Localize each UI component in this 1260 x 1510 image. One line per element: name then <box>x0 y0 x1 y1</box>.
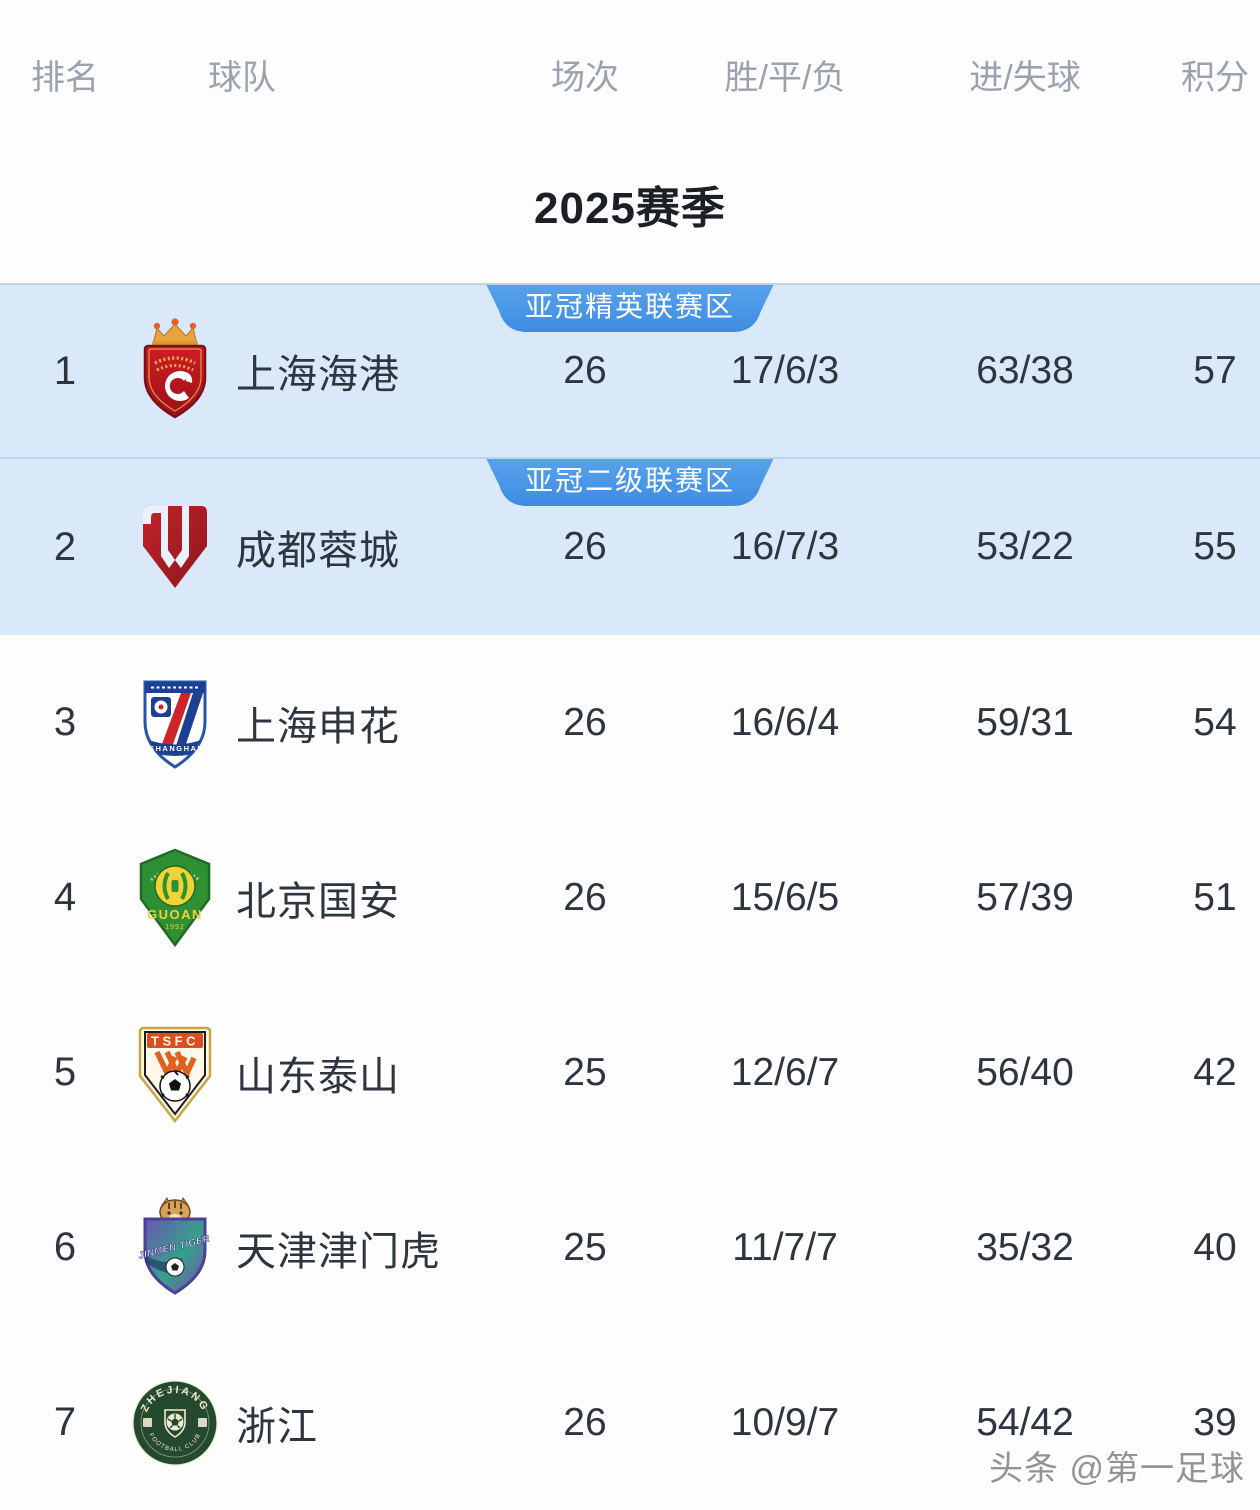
svg-text:1992: 1992 <box>165 924 185 931</box>
shanghai-shenhua-logo: SHANGHAI <box>130 669 220 777</box>
rank-value: 4 <box>53 875 77 919</box>
wdl-value: 15/6/5 <box>730 875 840 919</box>
wdl-value: 17/6/3 <box>730 349 840 392</box>
team-name: 山东泰山 <box>236 1054 400 1099</box>
season-title: 2025赛季 <box>534 184 726 233</box>
goals-value: 54/42 <box>976 1400 1074 1444</box>
points-value: 51 <box>1193 875 1237 919</box>
zone-badge-ribbon-icon <box>486 285 774 332</box>
table-row[interactable]: 1 <box>0 285 1260 457</box>
points-value: 54 <box>1193 700 1237 744</box>
zone-label: 亚冠精英联赛区 <box>524 291 735 322</box>
matches-value: 25 <box>563 1050 607 1094</box>
wdl-value: 16/6/4 <box>730 700 840 744</box>
wdl-value: 10/9/7 <box>730 1400 840 1444</box>
header-team: 球队 <box>208 58 276 97</box>
rank-value: 7 <box>53 1400 77 1444</box>
acl-elite-zone-section: 亚冠精英联赛区 1 <box>0 283 1260 457</box>
wdl-value: 12/6/7 <box>730 1050 840 1094</box>
table-row[interactable]: 7 ZHEJIANG FOOTBALL CLUB <box>0 1335 1260 1510</box>
team-cell: ZHEJIANG FOOTBALL CLUB 浙江 <box>130 1369 480 1477</box>
wdl-value: 16/7/3 <box>730 525 840 568</box>
matches-value: 26 <box>563 700 607 744</box>
goals-value: 56/40 <box>976 1050 1074 1094</box>
toutiao-watermark: 头条 @第一足球 <box>989 1450 1245 1488</box>
team-cell: SHANGHAI 上海申花 <box>130 669 480 777</box>
team-cell: JINMEN TIGER 天津津门虎 <box>130 1194 480 1302</box>
points-value: 55 <box>1193 525 1237 568</box>
goals-value: 57/39 <box>976 875 1074 919</box>
table-row[interactable]: 3 SHANGHAI 上海申花 <box>0 635 1260 810</box>
acl-elite-zone-badge: 亚冠精英联赛区 <box>484 285 777 332</box>
goals-value: 35/32 <box>976 1225 1074 1269</box>
header-rank: 排名 <box>31 58 99 97</box>
matches-value: 26 <box>563 1400 607 1444</box>
matches-value: 26 <box>563 349 607 392</box>
goals-value: 53/22 <box>976 525 1074 568</box>
shanghai-port-logo <box>130 317 220 425</box>
rank-value: 3 <box>53 700 77 744</box>
header-points: 积分 <box>1181 58 1249 97</box>
matches-value: 26 <box>563 525 607 568</box>
svg-text:SHANGHAI: SHANGHAI <box>149 744 201 753</box>
header-goals: 进/失球 <box>969 58 1081 97</box>
team-name: 浙江 <box>236 1404 318 1449</box>
team-name: 成都蓉城 <box>236 529 400 573</box>
header-win-draw-loss: 胜/平/负 <box>724 58 846 97</box>
team-name: 上海申花 <box>236 704 400 749</box>
table-row[interactable]: 6 JINMEN TIGER 天津津 <box>0 1160 1260 1335</box>
rank-value: 1 <box>53 348 77 393</box>
rank-value: 6 <box>53 1225 77 1269</box>
header-matches: 场次 <box>551 58 619 97</box>
points-value: 57 <box>1193 349 1237 392</box>
svg-text:TSFC: TSFC <box>151 1033 199 1048</box>
shandong-taishan-logo: TSFC <box>130 1019 220 1127</box>
team-cell: TSFC 山东泰山 <box>130 1019 480 1127</box>
matches-value: 25 <box>563 1225 607 1269</box>
points-value: 39 <box>1193 1400 1237 1444</box>
matches-value: 26 <box>563 875 607 919</box>
wdl-value: 11/7/7 <box>732 1225 838 1269</box>
zone-label: 亚冠二级联赛区 <box>524 465 735 496</box>
team-name: 北京国安 <box>236 879 400 924</box>
team-cell: 上海海港 <box>130 317 480 425</box>
rank-value: 5 <box>53 1050 77 1094</box>
standings-header: 排名 球队 场次 胜/平/负 进/失球 积分 <box>0 0 1260 104</box>
team-name: 天津津门虎 <box>236 1229 441 1274</box>
acl-two-zone-badge: 亚冠二级联赛区 <box>484 459 777 506</box>
team-cell: 成都蓉城 <box>130 493 480 601</box>
points-value: 40 <box>1193 1225 1237 1269</box>
table-row[interactable]: 4 GUOAN 1992 北京国安 26 15/6/5 57/39 51 <box>0 810 1260 985</box>
goals-value: 59/31 <box>976 700 1074 744</box>
beijing-guoan-logo: GUOAN 1992 <box>130 844 220 952</box>
team-cell: GUOAN 1992 北京国安 <box>130 844 480 952</box>
table-row[interactable]: 2 成都蓉城 26 16/7/ <box>0 459 1260 635</box>
zhejiang-fc-logo: ZHEJIANG FOOTBALL CLUB <box>130 1369 220 1477</box>
points-value: 42 <box>1193 1050 1237 1094</box>
zone-badge-ribbon-icon <box>486 459 774 506</box>
table-row[interactable]: 5 TSFC 山东泰山 25 12/6/7 56/40 42 <box>0 985 1260 1160</box>
team-name: 上海海港 <box>236 353 400 397</box>
acl-two-zone-section: 亚冠二级联赛区 2 成都蓉城 <box>0 457 1260 635</box>
svg-text:GUOAN: GUOAN <box>147 907 203 922</box>
tianjin-jinmen-tiger-logo: JINMEN TIGER <box>130 1194 220 1302</box>
goals-value: 63/38 <box>976 349 1074 392</box>
chengdu-rongcheng-logo <box>130 493 220 601</box>
rank-value: 2 <box>53 524 77 569</box>
